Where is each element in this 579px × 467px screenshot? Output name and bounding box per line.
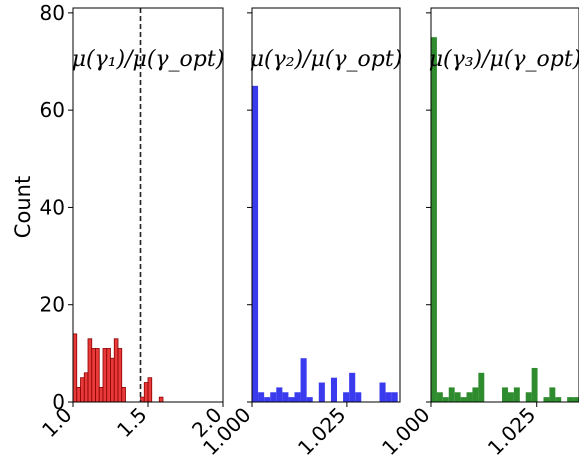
histogram-bar (442, 397, 449, 402)
histogram-bar (91, 348, 96, 403)
histogram-bar (318, 382, 325, 402)
histogram-bar (113, 338, 119, 403)
histogram-panel-gamma3: 1.000 1.025 μ(γ₃)/μ(γ_opt) (377, 7, 579, 460)
histogram-bar (110, 357, 115, 403)
histogram-bar (258, 392, 265, 402)
histogram-bar (555, 397, 562, 402)
histogram-bar (391, 392, 398, 402)
x-tick-label: 1.025 (293, 403, 350, 460)
histogram-bar (143, 382, 149, 403)
y-tick-label: 0 (52, 390, 65, 414)
histogram-bar (466, 392, 473, 402)
histogram-bar (549, 387, 556, 402)
y-axis-label: Count (11, 176, 35, 238)
histogram-bar (264, 397, 271, 402)
panel-title: μ(γ₁)/μ(γ_opt) (72, 47, 225, 72)
y-tick-label: 60 (40, 98, 65, 122)
axes-frame (251, 7, 401, 403)
x-tick-label: 1.5 (112, 403, 151, 442)
y-tick-label: 40 (40, 195, 65, 219)
histogram-bar (385, 392, 392, 402)
histogram-bar (472, 387, 479, 402)
histogram-bar (507, 392, 514, 402)
histogram-bar (87, 338, 93, 403)
histogram-bar (543, 397, 550, 402)
histogram-bar (330, 377, 337, 402)
histogram-bar (379, 382, 386, 402)
histogram-bar (343, 392, 350, 402)
histogram-bar (147, 377, 153, 403)
panel-title: μ(γ₂)/μ(γ_opt) (250, 47, 403, 72)
histogram-bar (454, 392, 461, 402)
histogram-bar (282, 392, 289, 402)
y-tick-label: 80 (40, 1, 65, 25)
histogram-bar (448, 387, 455, 402)
histogram-bar (436, 392, 443, 402)
histogram-bar (460, 397, 467, 402)
histogram-bar (525, 392, 532, 402)
histogram-bar (98, 387, 104, 403)
histogram-bar (95, 348, 100, 403)
histogram-bar (83, 372, 89, 403)
histogram-bar (121, 387, 126, 403)
histogram-bar (294, 392, 301, 402)
histogram-bar (80, 377, 85, 403)
panel-title: μ(γ₃)/μ(γ_opt) (429, 47, 579, 72)
histogram-bar (573, 397, 579, 402)
histogram-bar (355, 392, 362, 402)
histogram-bar (306, 397, 313, 402)
axes-frame (430, 7, 579, 403)
histogram-bar (270, 392, 277, 402)
histogram-bar (252, 85, 259, 402)
histogram-bar (431, 37, 437, 402)
histogram-bar (72, 333, 78, 403)
histogram-bar (276, 387, 283, 402)
x-tick-label: 1.000 (377, 403, 434, 460)
histogram-bar (502, 387, 508, 402)
histogram-bar (478, 372, 485, 402)
histogram-bar (513, 387, 520, 402)
histogram-bar (158, 396, 164, 403)
x-tick-label: 1.0 (37, 403, 76, 442)
histogram-bar (567, 397, 574, 402)
y-tick-label: 20 (40, 293, 65, 317)
x-tick-label: 1.025 (483, 403, 540, 460)
histogram-bar (117, 348, 123, 403)
histogram-bar (349, 372, 356, 402)
histogram-bar (76, 387, 81, 403)
histogram-bar (102, 348, 108, 403)
histogram-bar (288, 397, 295, 402)
histogram-bar (300, 358, 307, 402)
histogram-bar (531, 367, 538, 402)
histogram-bar (106, 348, 111, 403)
